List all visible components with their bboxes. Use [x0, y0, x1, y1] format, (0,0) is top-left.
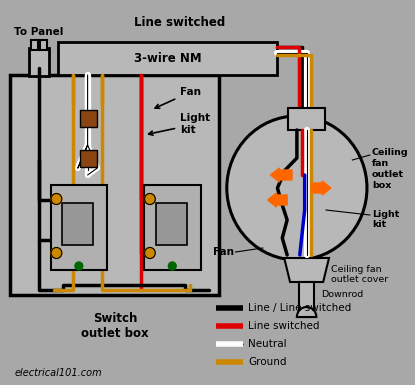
Text: Line switched: Line switched	[134, 15, 226, 28]
Bar	[29, 48, 49, 76]
Bar	[156, 203, 187, 245]
Bar	[288, 108, 325, 130]
Bar	[62, 203, 93, 245]
Text: Ground: Ground	[248, 357, 287, 367]
Text: Downrod: Downrod	[321, 290, 364, 299]
Circle shape	[144, 194, 155, 204]
Text: Ceiling fan
outlet cover: Ceiling fan outlet cover	[331, 265, 388, 285]
FancyArrow shape	[268, 193, 287, 207]
Circle shape	[51, 248, 62, 258]
Text: Line switched: Line switched	[248, 321, 320, 331]
Wedge shape	[297, 307, 316, 317]
Bar	[59, 42, 277, 75]
Text: Line / Line switched: Line / Line switched	[248, 303, 352, 313]
Circle shape	[168, 262, 176, 270]
Text: Ceiling
fan
outlet
box: Ceiling fan outlet box	[372, 148, 408, 190]
Polygon shape	[80, 110, 98, 127]
Circle shape	[227, 116, 367, 260]
Polygon shape	[80, 150, 98, 167]
Text: To Panel: To Panel	[14, 27, 63, 37]
Text: electrical101.com: electrical101.com	[15, 368, 102, 378]
Bar	[144, 185, 200, 270]
Circle shape	[75, 262, 83, 270]
Text: Switch
outlet box: Switch outlet box	[81, 312, 149, 340]
Bar	[10, 75, 219, 295]
Circle shape	[51, 194, 62, 204]
Text: Fan: Fan	[212, 247, 234, 257]
Text: 3-wire NM: 3-wire NM	[134, 52, 202, 65]
Text: Light
kit: Light kit	[149, 114, 210, 135]
FancyArrow shape	[312, 181, 331, 195]
Bar	[40, 40, 47, 50]
Circle shape	[144, 248, 155, 258]
Bar	[51, 185, 107, 270]
Text: Light
kit: Light kit	[372, 210, 399, 229]
Bar	[299, 282, 315, 317]
Polygon shape	[284, 258, 329, 282]
Text: Neutral: Neutral	[248, 339, 287, 349]
Bar	[31, 40, 38, 50]
Text: Fan: Fan	[155, 87, 201, 108]
FancyArrow shape	[271, 168, 292, 182]
